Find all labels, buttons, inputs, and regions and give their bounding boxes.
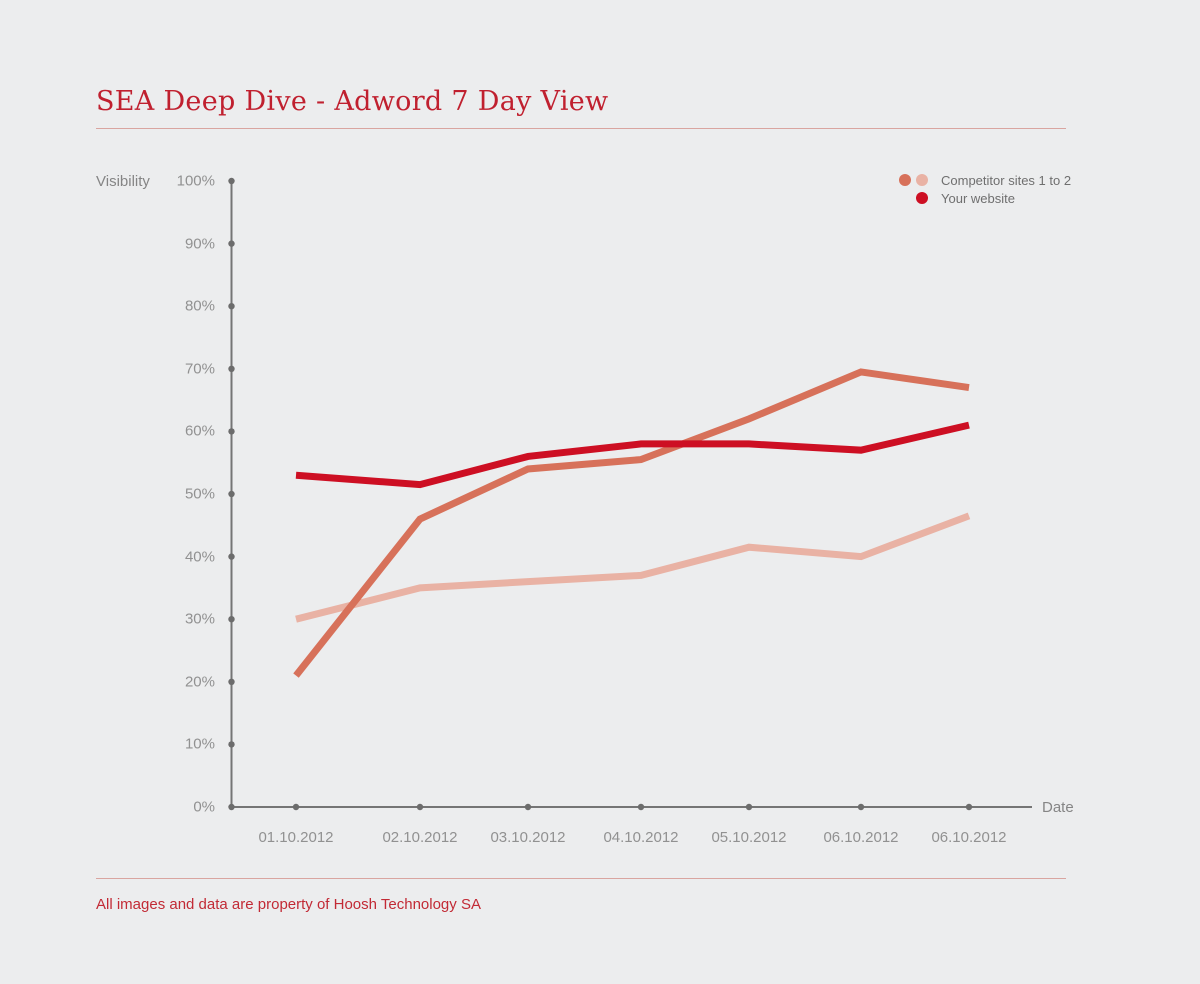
legend-label-your-website: Your website xyxy=(941,190,1015,206)
footer-divider xyxy=(96,878,1066,879)
y-tick-label: 0% xyxy=(193,798,215,816)
x-tick-label: 03.10.2012 xyxy=(490,829,566,846)
x-tick-dot xyxy=(965,803,973,811)
y-tick-dot xyxy=(228,177,235,185)
y-tick-label: 50% xyxy=(184,485,215,503)
x-tick-dot xyxy=(524,803,532,811)
x-tick-label: 06.10.2012 xyxy=(931,829,1007,846)
series-line-your-website xyxy=(295,421,970,489)
y-tick-dot xyxy=(228,553,235,560)
y-tick-label: 100% xyxy=(176,172,215,190)
y-tick-dot xyxy=(228,365,235,372)
legend-label-competitors: Competitor sites 1 to 2 xyxy=(941,172,1072,188)
x-tick-dot xyxy=(292,803,300,811)
y-tick-label: 90% xyxy=(184,235,215,253)
x-tick-dot xyxy=(857,803,865,811)
copyright-note: All images and data are property of Hoos… xyxy=(96,896,481,913)
x-tick-label: 04.10.2012 xyxy=(603,829,679,846)
legend: Competitor sites 1 to 2 Your website xyxy=(899,171,1071,207)
y-tick-label: 40% xyxy=(184,548,215,566)
competitor-2-dot-icon xyxy=(916,174,928,186)
legend-item-competitors: Competitor sites 1 to 2 xyxy=(899,171,1071,189)
competitor-1-dot-icon xyxy=(899,174,911,186)
x-tick-dot xyxy=(637,803,645,811)
y-tick-dot xyxy=(228,240,235,247)
y-tick-label: 10% xyxy=(184,735,215,753)
legend-item-your-website: Your website xyxy=(899,189,1071,207)
y-tick-dot xyxy=(228,490,235,498)
y-tick-label: 70% xyxy=(184,360,215,378)
x-tick-label: 01.10.2012 xyxy=(258,829,334,846)
page-title: SEA Deep Dive - Adword 7 Day View xyxy=(96,86,609,117)
y-tick-dot xyxy=(228,616,235,623)
y-tick-dot xyxy=(228,803,235,811)
y-tick-label: 20% xyxy=(184,673,215,691)
x-tick-label: 06.10.2012 xyxy=(823,829,899,846)
y-axis-title: Visibility xyxy=(96,173,150,190)
y-tick-dot xyxy=(228,428,235,435)
title-divider xyxy=(96,128,1066,129)
y-tick-dot xyxy=(228,741,235,748)
x-tick-label: 05.10.2012 xyxy=(711,829,787,846)
series-line-competitor-site-1 xyxy=(293,368,970,678)
y-tick-dot xyxy=(228,678,235,685)
your-website-dot-icon xyxy=(916,192,928,204)
x-tick-dot xyxy=(416,803,424,811)
x-axis-title: Date xyxy=(1042,799,1074,816)
y-tick-label: 60% xyxy=(184,422,215,440)
series-line-competitor-site-2 xyxy=(295,512,971,623)
y-tick-dot xyxy=(228,303,235,310)
x-tick-dot xyxy=(745,803,753,811)
x-tick-label: 02.10.2012 xyxy=(382,829,458,846)
y-tick-label: 30% xyxy=(184,610,215,628)
y-tick-label: 80% xyxy=(184,297,215,315)
